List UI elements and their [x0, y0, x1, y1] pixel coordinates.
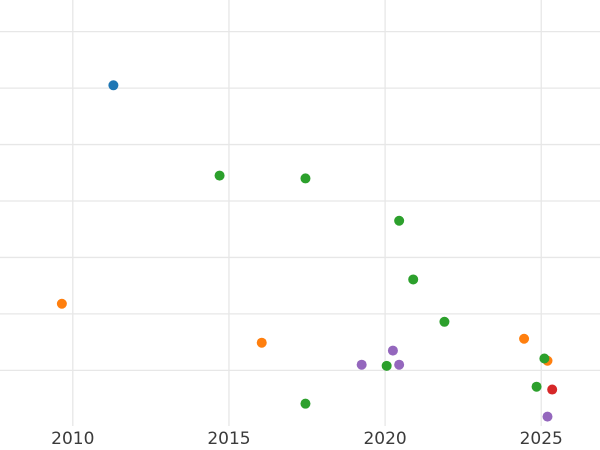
x-tick-label: 2010: [51, 429, 94, 449]
data-point-purple: [356, 359, 367, 370]
data-point-red: [547, 384, 558, 395]
data-point-green: [381, 360, 392, 371]
data-point-green: [394, 215, 405, 226]
vertical-gridlines: [72, 0, 542, 426]
data-point-blue: [108, 80, 119, 91]
x-tick-label: 2025: [520, 429, 563, 449]
horizontal-gridlines: [0, 30, 600, 372]
data-point-orange: [519, 333, 530, 344]
data-point-green: [300, 173, 311, 184]
x-tick-label: 2015: [207, 429, 250, 449]
data-point-green: [539, 353, 550, 364]
x-tick-label: 2020: [363, 429, 406, 449]
data-point-purple: [387, 345, 398, 356]
data-point-orange: [256, 337, 267, 348]
data-point-green: [300, 398, 311, 409]
data-point-purple: [542, 411, 553, 422]
data-point-purple: [394, 359, 405, 370]
data-point-green: [531, 381, 542, 392]
data-point-green: [214, 170, 225, 181]
x-axis-tick-labels: 2010 2015 2020 2025: [51, 429, 563, 449]
data-points: [56, 80, 558, 422]
data-point-orange: [56, 298, 67, 309]
data-point-green: [439, 316, 450, 327]
data-point-green: [408, 274, 419, 285]
